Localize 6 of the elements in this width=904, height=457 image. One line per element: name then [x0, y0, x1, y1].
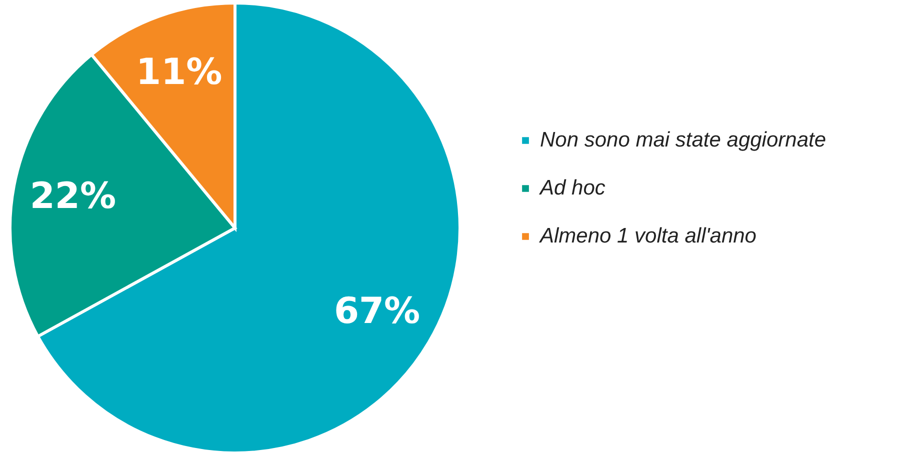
legend-label: Ad hoc: [538, 176, 606, 200]
legend-label: Almeno 1 volta all'anno: [538, 224, 757, 248]
data-label: 11%: [136, 52, 222, 93]
legend-label: Non sono mai state aggiornate: [540, 128, 826, 152]
data-label: 67%: [334, 290, 420, 332]
data-label: 22%: [30, 176, 116, 218]
